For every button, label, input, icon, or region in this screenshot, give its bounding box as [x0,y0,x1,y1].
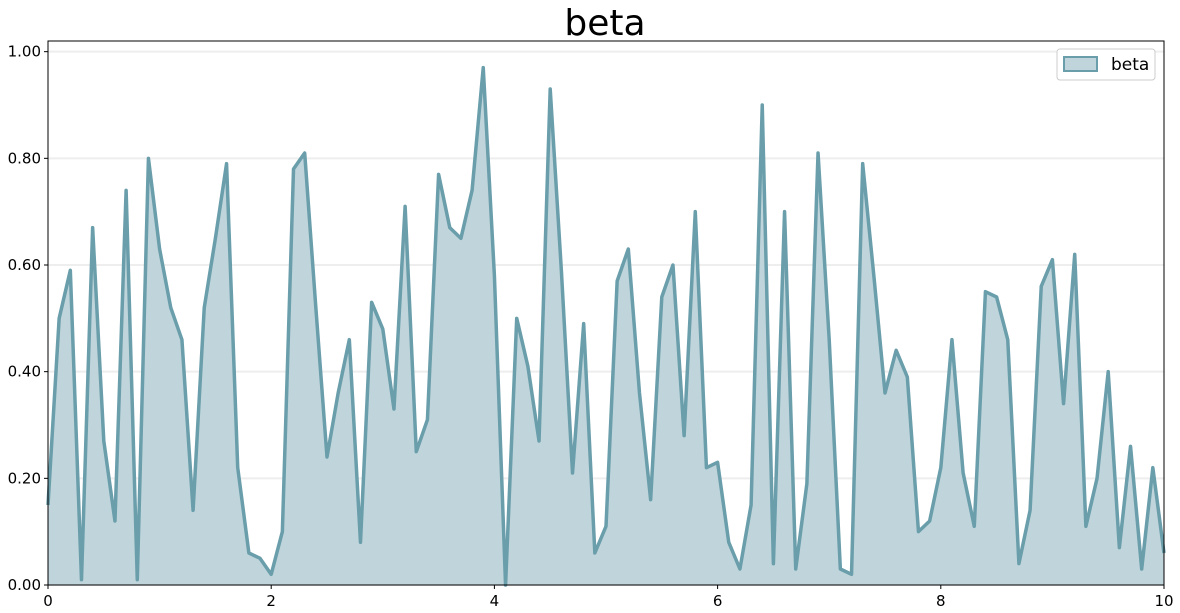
legend: beta [1056,48,1156,81]
y-tick-label: 0.20 [8,469,41,487]
series-line [46,65,1166,587]
y-tick-label: 0.00 [8,576,41,594]
y-tick-label: 0.60 [8,256,41,274]
area-series [46,65,1166,587]
x-tick-label: 0 [43,592,53,610]
chart-title: beta [564,3,645,44]
y-tick-label: 0.80 [8,149,41,167]
y-tick-label: 0.40 [8,363,41,381]
plot-frame [47,40,1165,586]
legend-swatch [1063,56,1098,72]
x-tick-label: 10 [1154,592,1173,610]
y-axis: 0.00 0.20 0.40 0.60 0.80 1.00 [8,43,48,594]
x-tick-label: 6 [713,592,723,610]
x-tick-label: 4 [490,592,500,610]
x-tick-label: 8 [936,592,946,610]
x-tick-label: 2 [266,592,276,610]
y-tick-label: 1.00 [8,43,41,61]
x-axis: 0 2 4 6 8 10 [43,585,1174,610]
area-fill [48,67,1164,586]
legend-label: beta [1111,55,1149,75]
